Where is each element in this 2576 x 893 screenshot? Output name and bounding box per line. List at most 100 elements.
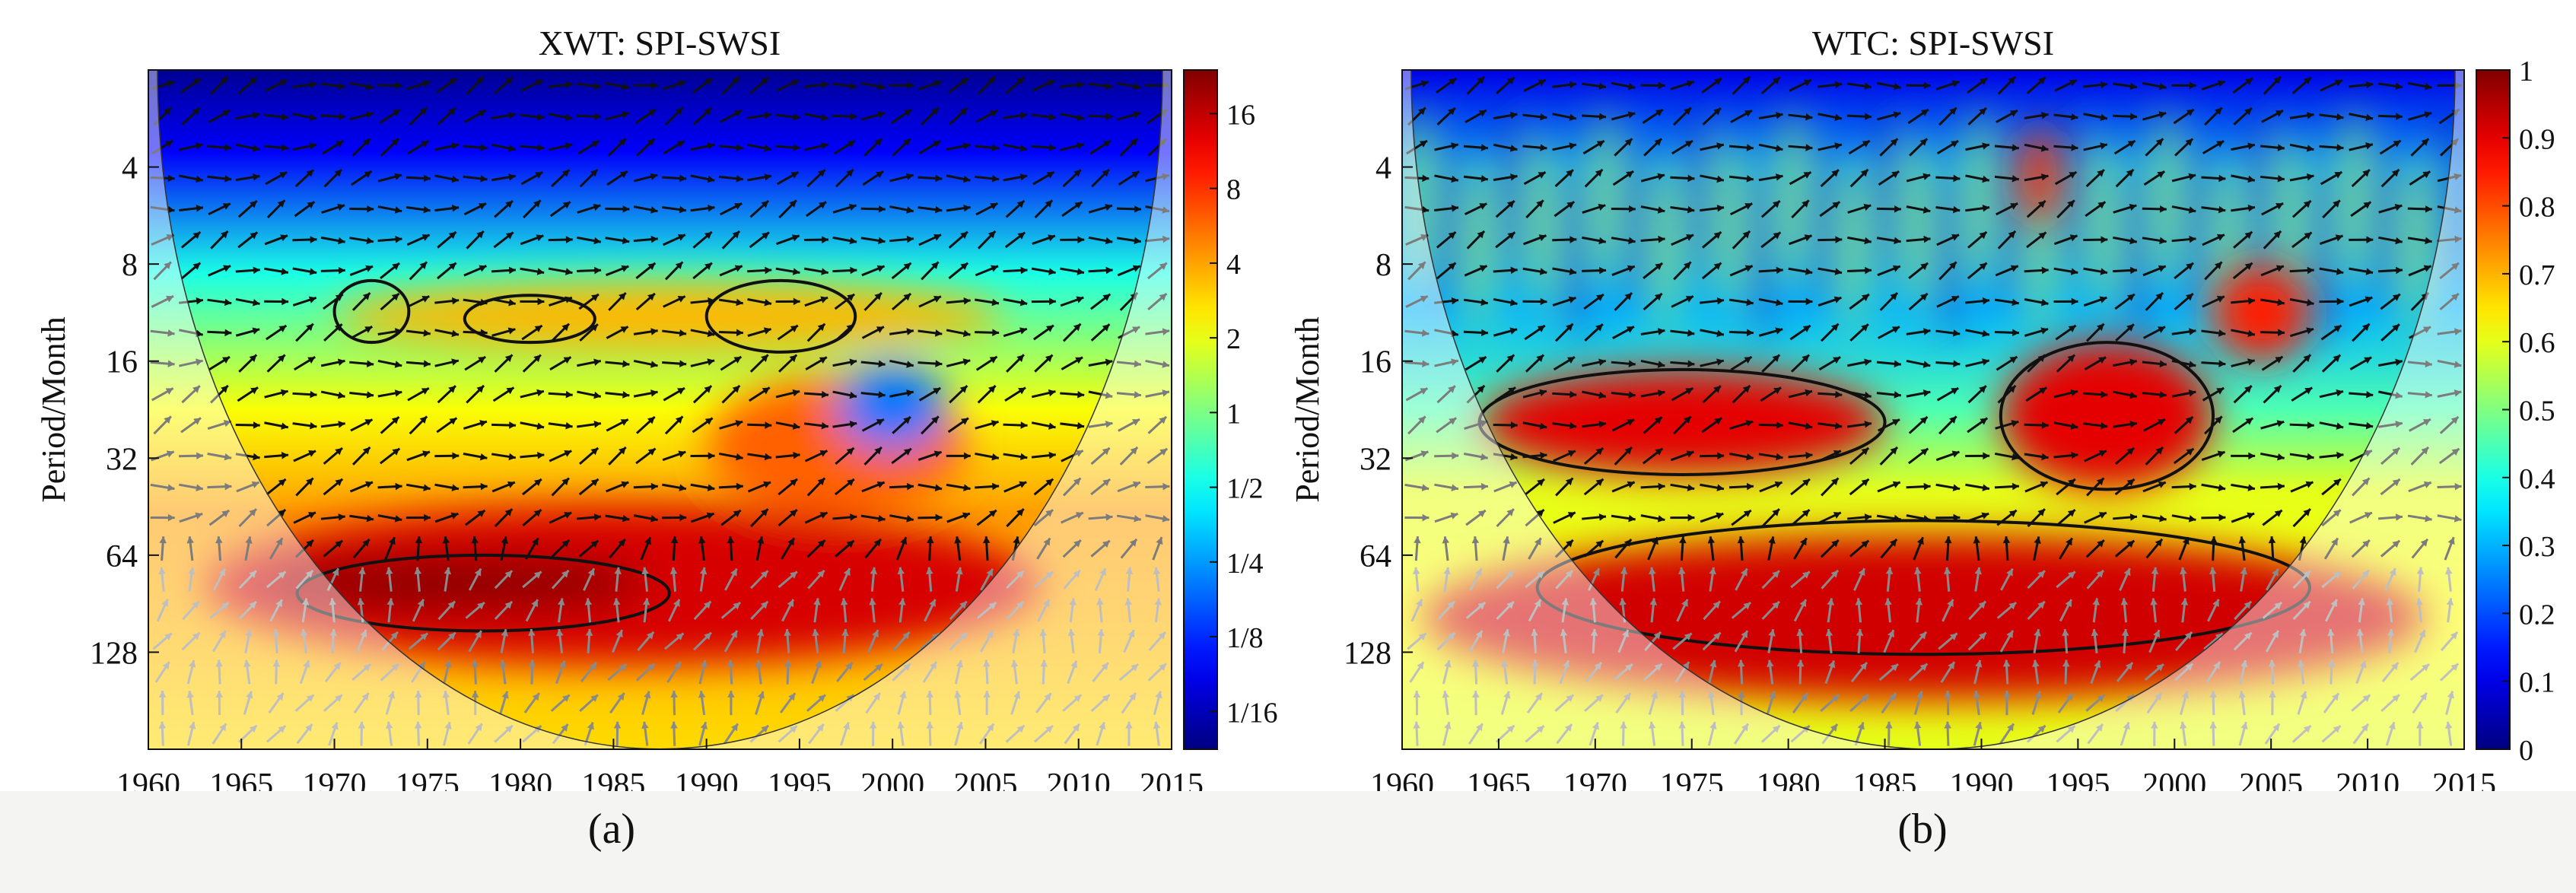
wtc-arrow	[2201, 513, 2226, 522]
wtc-arrow	[1614, 446, 1633, 466]
wtc-arrow	[2059, 599, 2073, 622]
wtc-arrow	[2033, 628, 2041, 653]
wtc-arrow	[1944, 691, 1952, 716]
xwt-arrow	[719, 202, 743, 216]
xwt-arrow	[320, 236, 345, 245]
xwt-arrow	[181, 385, 201, 404]
wtc-arrow	[2351, 694, 2371, 712]
xwt-arrow	[975, 329, 1000, 337]
xwt-arrow	[609, 692, 625, 714]
wtc-arrow	[2000, 567, 2014, 591]
panel-xwt: XWT: SPI-SWSI Period/Month 4 8 16 32 64 128 1960…	[0, 0, 1288, 802]
wtc-arrow	[2056, 478, 2076, 496]
xwt-arrow	[863, 663, 883, 682]
wtc-arrow	[1412, 567, 1420, 592]
wtc-arrow	[1788, 421, 1813, 430]
xwt-arrow	[889, 328, 914, 335]
xwt-arrow	[775, 144, 800, 151]
wtc-arrow	[1731, 601, 1752, 619]
xwt-arrow	[463, 298, 488, 307]
wtc-arrow	[2087, 723, 2104, 745]
xwt-arrow	[811, 659, 822, 685]
xwt-arrow	[861, 481, 886, 493]
wtc-arrow	[1788, 234, 1813, 246]
wtc-arrow	[1847, 82, 1872, 91]
wtc-colorbar-label: 0.7	[2519, 259, 2555, 291]
xwt-arrow	[690, 358, 715, 367]
wtc-arrow	[2053, 267, 2078, 275]
wtc-arrow	[2002, 536, 2011, 561]
xwt-arrow	[718, 298, 743, 307]
wtc-arrow	[1876, 360, 1901, 368]
xwt-arrow	[525, 599, 539, 622]
xwt-arrow	[1005, 76, 1026, 94]
xwt-arrow	[323, 478, 344, 496]
wtc-texture-blob	[2312, 154, 2332, 336]
wtc-arrow	[2025, 386, 2047, 402]
wtc-arrow	[1552, 236, 1577, 243]
xwt-arrow	[614, 567, 622, 592]
wtc-arrow	[2378, 420, 2403, 428]
xwt-arrow	[463, 453, 488, 461]
wtc-arrow	[1728, 298, 1754, 307]
xwt-colorbar-label: 1/2	[1226, 473, 1264, 505]
wtc-arrow	[1405, 234, 1429, 246]
xwt-arrow	[918, 483, 943, 491]
wtc-arrow	[1436, 230, 1457, 249]
wtc-arrow	[2180, 598, 2189, 623]
xwt-arrow	[690, 512, 715, 523]
wtc-arrow	[2142, 111, 2167, 121]
wtc-arrow	[2352, 569, 2370, 590]
wtc-arrow	[1611, 360, 1636, 368]
xwt-arrow	[463, 144, 488, 151]
xwt-arrow	[407, 139, 430, 155]
wtc-arrow	[1849, 446, 1870, 465]
wtc-arrow	[2086, 477, 2105, 497]
xwt-arrow	[577, 513, 602, 521]
xwt-arrow	[1062, 694, 1083, 712]
xwt-arrow	[178, 205, 204, 212]
xwt-arrow	[949, 385, 968, 404]
xwt-arrow	[718, 452, 743, 461]
xwt-arrow	[208, 202, 231, 216]
xwt-xtick-label: 1990	[675, 767, 739, 791]
wtc-arrow	[2380, 478, 2401, 496]
wtc-arrow	[1908, 292, 1929, 311]
xwt-arrow	[266, 199, 286, 219]
xwt-arrow	[208, 509, 231, 526]
wtc-arrow	[1758, 297, 1783, 307]
wtc-arrow	[1436, 77, 1458, 94]
xwt-arrow	[186, 659, 196, 685]
xwt-arrow	[720, 355, 743, 371]
wtc-arrow	[1581, 82, 1607, 91]
wtc-arrow	[2349, 356, 2372, 370]
wtc-arrow	[1582, 358, 1607, 367]
wtc-arrow	[1728, 329, 1754, 337]
xwt-arrow	[834, 478, 855, 496]
wtc-arrow	[1522, 297, 1547, 306]
wtc-arrow	[2231, 297, 2256, 305]
xwt-arrow	[208, 355, 231, 371]
xwt-arrow	[778, 478, 798, 496]
xwt-arrow	[1031, 144, 1056, 151]
xwt-arrow	[832, 513, 857, 521]
wtc-texture-blob	[1875, 108, 1895, 291]
xwt-arrow	[548, 113, 573, 122]
xwt-arrow	[321, 203, 345, 215]
xwt-arrow	[663, 139, 685, 155]
xwt-arrow	[865, 692, 882, 714]
wtc-arrow	[1582, 390, 1607, 399]
xwt-arrow	[749, 354, 769, 373]
xwt-arrow	[494, 600, 514, 620]
xwt-arrow	[377, 205, 402, 214]
wtc-arrow	[1729, 420, 1754, 430]
xwt-arrow	[946, 483, 971, 491]
xwt-arrow	[926, 721, 934, 746]
wtc-arrow	[1528, 599, 1542, 622]
wtc-arrow	[1906, 389, 1931, 398]
xwt-arrow	[605, 111, 630, 121]
xwt-arrow	[528, 628, 536, 653]
xwt-arrow	[608, 446, 627, 466]
wtc-arrow	[1700, 297, 1725, 305]
xwt-arrow	[520, 78, 544, 92]
